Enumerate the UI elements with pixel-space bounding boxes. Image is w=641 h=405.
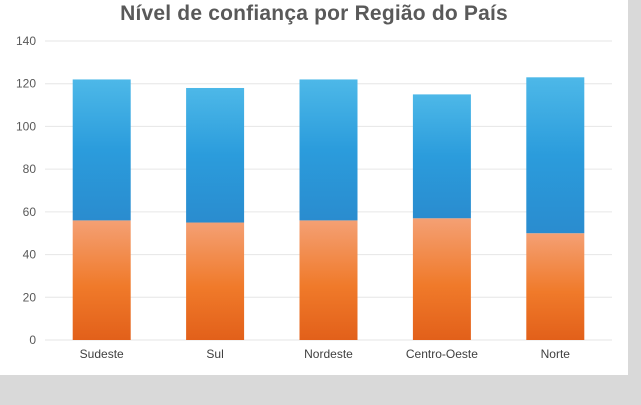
x-category-label: Sul xyxy=(206,347,223,361)
bar-segment-lower-3 xyxy=(412,218,471,340)
x-category-label: Centro-Oeste xyxy=(406,347,478,361)
y-tick-label: 60 xyxy=(23,205,37,219)
bar-segment-upper-4 xyxy=(526,77,585,234)
bar-segment-lower-1 xyxy=(186,222,245,340)
y-tick-label: 80 xyxy=(23,162,37,176)
y-tick-label: 0 xyxy=(29,333,36,347)
chart-plot: 0 20 40 60 80 100 120 140 Sudeste Sul Nordeste Cen… xyxy=(16,34,612,361)
y-tick-label: 40 xyxy=(23,248,37,262)
bar-segment-upper-3 xyxy=(412,94,471,219)
bar-segment-upper-2 xyxy=(299,79,358,221)
y-tick-label: 120 xyxy=(16,77,36,91)
bar-segment-upper-1 xyxy=(186,87,245,223)
bar-segment-lower-4 xyxy=(526,233,585,340)
bar-segment-upper-0 xyxy=(72,79,131,221)
x-axis-category-labels: Sudeste Sul Nordeste Centro-Oeste Norte xyxy=(80,347,571,361)
chart-card: 0 20 40 60 80 100 120 140 Sudeste Sul Nordeste Cen… xyxy=(0,0,628,375)
bar-segment-lower-0 xyxy=(72,220,131,340)
x-category-label: Norte xyxy=(541,347,571,361)
x-category-label: Nordeste xyxy=(304,347,353,361)
y-tick-label: 20 xyxy=(23,290,37,304)
y-tick-label: 100 xyxy=(16,119,36,133)
chart-title: Nível de confiança por Região do País xyxy=(120,2,508,25)
bars xyxy=(72,77,585,340)
y-tick-label: 140 xyxy=(16,34,36,48)
x-category-label: Sudeste xyxy=(80,347,124,361)
y-axis-tick-labels: 0 20 40 60 80 100 120 140 xyxy=(16,34,36,347)
bar-segment-lower-2 xyxy=(299,220,358,340)
